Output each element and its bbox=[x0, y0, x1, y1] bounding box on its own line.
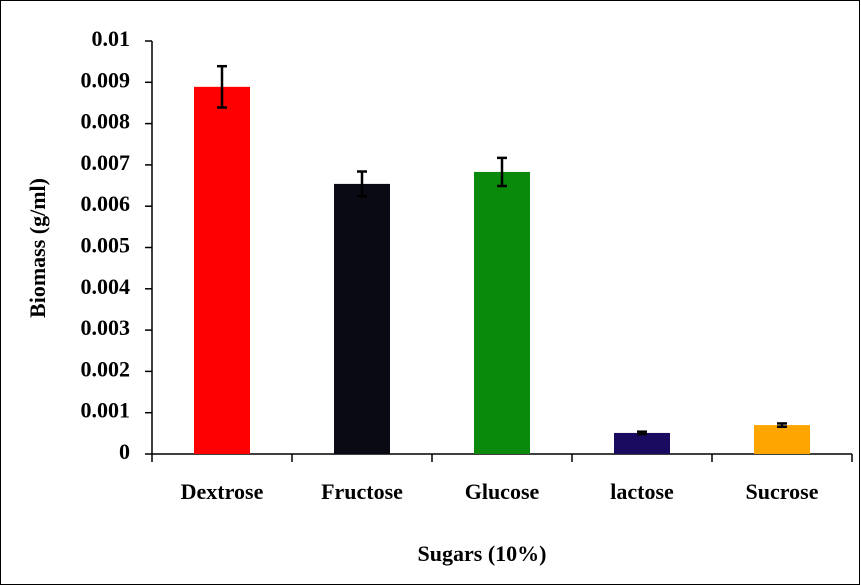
bar bbox=[334, 183, 390, 454]
bar bbox=[614, 432, 670, 454]
y-tick-label: 0.003 bbox=[81, 315, 131, 340]
y-tick-label: 0.008 bbox=[81, 109, 131, 134]
x-tick-label: Sucrose bbox=[746, 479, 819, 504]
bar bbox=[754, 425, 810, 454]
bar bbox=[474, 171, 530, 454]
y-tick-label: 0.001 bbox=[81, 398, 131, 423]
y-axis-title: Biomass (g/ml) bbox=[25, 178, 50, 318]
x-tick-label: lactose bbox=[610, 479, 674, 504]
error-bar bbox=[497, 156, 507, 188]
x-tick-label: Glucose bbox=[465, 479, 540, 504]
y-tick-label: 0.006 bbox=[81, 191, 131, 216]
error-bar bbox=[357, 170, 367, 198]
y-tick-label: 0.002 bbox=[81, 356, 131, 381]
error-bar bbox=[217, 64, 227, 109]
y-tick-label: 0.01 bbox=[92, 26, 131, 51]
y-tick-label: 0.005 bbox=[81, 233, 131, 258]
error-bar bbox=[777, 422, 787, 428]
y-tick-label: 0.007 bbox=[81, 150, 131, 175]
y-tick-label: 0.004 bbox=[81, 274, 131, 299]
y-tick-label: 0.009 bbox=[81, 67, 131, 92]
x-tick-label: Fructose bbox=[321, 479, 403, 504]
x-axis-title: Sugars (10%) bbox=[418, 541, 547, 566]
bar bbox=[194, 86, 250, 454]
error-bar bbox=[637, 430, 647, 436]
y-tick-label: 0 bbox=[119, 439, 130, 464]
x-tick-label: Dextrose bbox=[181, 479, 264, 504]
